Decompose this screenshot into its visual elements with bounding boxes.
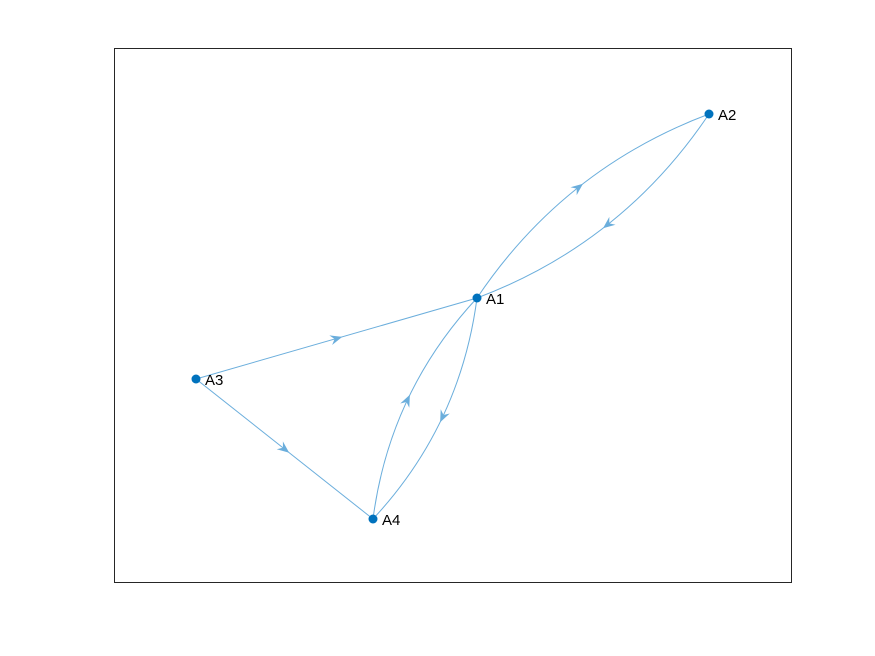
- node-a3: [191, 374, 201, 384]
- edges-layer: [195, 113, 710, 520]
- node-a1: [472, 293, 482, 303]
- edge-arrow-a1-a4: [440, 409, 450, 423]
- node-label-a3: A3: [205, 372, 223, 389]
- edge-arrow-a3-a1: [329, 335, 343, 345]
- edge-arrow-a4-a1: [400, 394, 410, 408]
- node-a2: [704, 109, 714, 119]
- edge-arrow-a2-a1: [603, 216, 616, 229]
- nodes-layer: A1 A2 A3 A4: [191, 107, 736, 529]
- axes-frame: [114, 48, 792, 583]
- edge-arrow-a1-a2: [570, 183, 583, 196]
- node-a4: [368, 514, 378, 524]
- node-label-a4: A4: [382, 512, 400, 529]
- edge-arrow-a3-a4: [276, 441, 290, 453]
- node-label-a1: A1: [486, 291, 504, 308]
- node-label-a2: A2: [718, 107, 736, 124]
